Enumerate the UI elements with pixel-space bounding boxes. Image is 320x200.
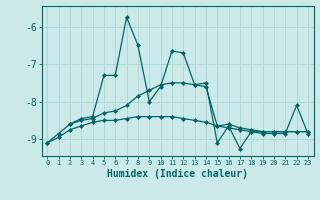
X-axis label: Humidex (Indice chaleur): Humidex (Indice chaleur) <box>107 169 248 179</box>
